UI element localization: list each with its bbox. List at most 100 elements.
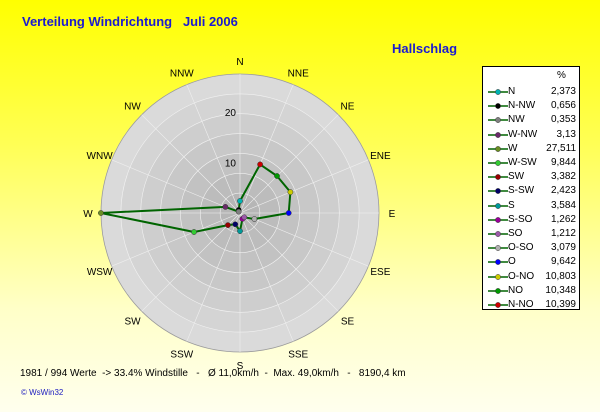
legend-marker-icon — [488, 89, 508, 95]
grid-spoke — [141, 114, 241, 214]
legend-item: W-NW 3,13 — [483, 129, 579, 143]
station-name: Hallschlag — [392, 41, 458, 56]
credit-label: © WsWin32 — [21, 388, 64, 397]
grid-spoke — [186, 212, 241, 342]
data-point-so — [241, 214, 248, 221]
legend-item-name: O-SO — [508, 242, 534, 254]
direction-label: W — [83, 209, 93, 220]
data-point-n-no — [257, 161, 263, 168]
footer-stats: 1981 / 994 Werte -> 33.4% Windstille - Ø… — [20, 368, 406, 379]
legend-item: O 9,642 — [483, 256, 579, 270]
legend-item-name: NW — [508, 114, 525, 126]
legend-item: S 3,584 — [483, 200, 579, 214]
legend-item-value: 1,212 — [550, 228, 576, 239]
legend-item-name: W — [508, 142, 518, 154]
grid-spoke — [111, 159, 241, 214]
legend-marker-icon — [488, 259, 508, 266]
data-point-w-nw — [222, 204, 229, 210]
legend-marker-icon — [488, 103, 508, 110]
legend-marker-icon — [488, 245, 508, 252]
data-point-s — [237, 228, 243, 234]
grid-spoke — [239, 212, 339, 312]
legend-marker-icon — [488, 174, 508, 181]
data-point-nw — [235, 208, 242, 215]
direction-label: WNW — [87, 151, 114, 162]
legend-item-name: NO — [508, 284, 523, 296]
legend-item-name: N-NO — [508, 299, 534, 310]
legend-item-value: 9,844 — [550, 157, 576, 168]
grid-spoke — [239, 159, 369, 214]
legend-item: N-NO 10,399 — [483, 299, 579, 313]
legend-item-value: 10,348 — [545, 284, 576, 296]
grid-spoke — [111, 212, 241, 267]
legend-item-name: S-SO — [508, 213, 533, 225]
ring-value-label: 20 — [225, 108, 237, 119]
legend-item-value: 3,584 — [550, 199, 576, 211]
legend: % N 2,373 N-NW 0,656 NW 0,353 W-NW 3,13 W 27,511 W… — [482, 66, 580, 310]
data-point-sw — [225, 222, 231, 228]
legend-item-value: 2,373 — [550, 86, 576, 97]
grid-spoke — [239, 114, 339, 214]
legend-item: W 27,511 — [483, 143, 579, 157]
legend-item-name: W-SW — [508, 157, 537, 168]
legend-item-value: 27,511 — [546, 142, 576, 154]
legend-item: S-SO 1,262 — [483, 214, 579, 228]
legend-marker-icon — [488, 145, 508, 152]
direction-label: N — [236, 57, 243, 68]
grid-spoke — [239, 84, 294, 214]
legend-item-value: 10,399 — [545, 299, 576, 310]
legend-item: S-SW 2,423 — [483, 185, 579, 199]
legend-item-name: W-NW — [508, 128, 538, 140]
legend-marker-icon — [488, 302, 508, 308]
direction-label: SW — [124, 317, 141, 328]
grid-spoke — [141, 212, 241, 312]
data-point-w-sw — [191, 229, 197, 235]
direction-label: ESE — [370, 267, 390, 278]
direction-label: ENE — [370, 151, 391, 162]
legend-item-name: O — [508, 256, 516, 268]
ring-value-label: 10 — [225, 159, 237, 170]
legend-item: O-SO 3,079 — [483, 242, 579, 256]
legend-item-value: 3,13 — [556, 128, 576, 140]
legend-item-name: S — [508, 199, 515, 211]
direction-label: NNW — [170, 69, 194, 80]
legend-marker-icon — [488, 216, 508, 223]
direction-label: NW — [124, 102, 141, 113]
legend-marker-icon — [488, 188, 508, 195]
data-point-o — [285, 210, 292, 216]
data-point-n — [237, 198, 243, 204]
direction-label: S — [237, 361, 244, 372]
legend-item-value: 10,803 — [545, 270, 576, 282]
data-point-o-so — [251, 216, 258, 222]
legend-item-name: O-NO — [508, 270, 535, 282]
direction-label: SSW — [170, 349, 193, 360]
grid-spoke — [239, 212, 369, 267]
legend-marker-icon — [488, 117, 508, 124]
legend-marker-icon — [488, 160, 508, 166]
legend-item-name: SO — [508, 228, 523, 239]
data-point-w — [98, 210, 104, 216]
legend-item: N 2,373 — [483, 86, 579, 100]
legend-item-value: 3,382 — [550, 171, 576, 183]
legend-unit-label: % — [557, 70, 566, 81]
legend-item-value: 2,423 — [550, 185, 576, 197]
legend-marker-icon — [488, 202, 508, 209]
legend-item-value: 0,656 — [550, 100, 576, 112]
legend-item: SW 3,382 — [483, 171, 579, 185]
direction-label: NE — [341, 102, 355, 113]
legend-item-name: N — [508, 86, 516, 97]
legend-item: N-NW 0,656 — [483, 100, 579, 114]
legend-item: NW 0,353 — [483, 114, 579, 128]
direction-label: E — [389, 209, 396, 220]
legend-item: SO 1,212 — [483, 228, 579, 242]
legend-marker-icon — [488, 287, 508, 294]
grid-spoke — [186, 84, 241, 214]
chart-title: Verteilung Windrichtung Juli 2006 — [22, 14, 238, 29]
legend-item: W-SW 9,844 — [483, 157, 579, 171]
direction-label: WSW — [87, 267, 113, 278]
legend-item-name: SW — [508, 171, 525, 183]
legend-marker-icon — [488, 231, 508, 237]
direction-label: SE — [341, 317, 355, 328]
